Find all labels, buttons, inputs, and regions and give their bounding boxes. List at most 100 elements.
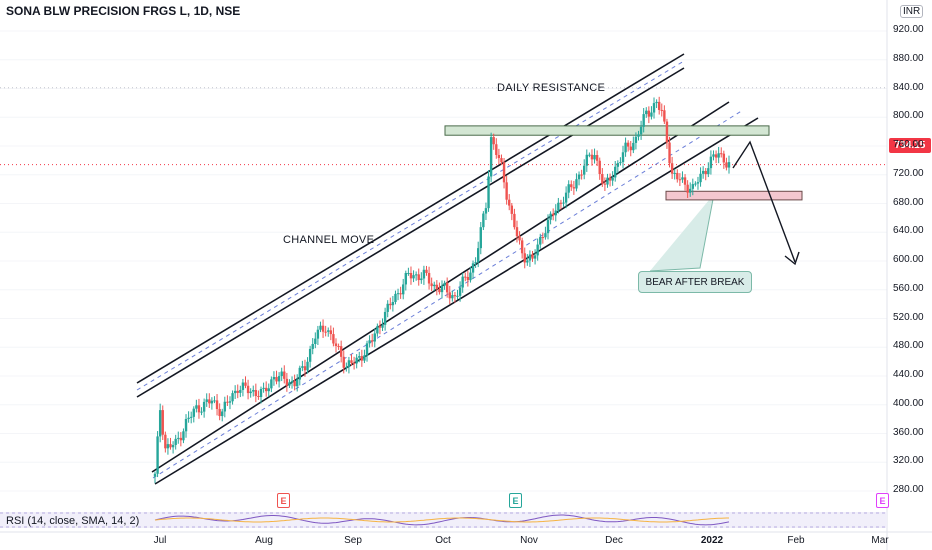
candle-body (404, 272, 408, 285)
candle-body (215, 400, 219, 410)
candle-body (241, 382, 245, 390)
candle-body (363, 355, 366, 361)
candle-body (580, 174, 583, 176)
candle-body (453, 295, 457, 297)
candle-body (427, 272, 431, 284)
candle-body (583, 165, 586, 175)
candle-body (619, 162, 622, 164)
channel-lower-bottom (154, 117, 759, 485)
y-tick-label: 680.00 (893, 196, 924, 208)
candle-body (518, 236, 521, 241)
candle-body (231, 393, 234, 402)
candle-body (637, 134, 640, 137)
candle-body (391, 301, 395, 306)
x-tick-label: Nov (520, 535, 538, 546)
candle-body (546, 219, 550, 234)
candle-body (657, 101, 661, 110)
candle-body (213, 400, 216, 402)
candle-body (365, 343, 369, 356)
candle-body (611, 177, 614, 181)
candle-body (301, 366, 304, 368)
candle-body (422, 269, 426, 279)
candle-body (184, 418, 188, 432)
candle-body (192, 408, 195, 417)
earnings-badge-aug[interactable]: E (277, 493, 290, 508)
candle-body (252, 390, 255, 392)
candle-body (443, 282, 446, 286)
candle-body (601, 174, 604, 184)
candle-body (161, 410, 164, 435)
candle-body (533, 255, 537, 259)
y-tick-label: 720.00 (893, 167, 924, 179)
candle-body (683, 177, 687, 185)
chart-title: SONA BLW PRECISION FRGS L, 1D, NSE (6, 4, 241, 18)
candle-body (585, 154, 588, 166)
candle-body (275, 376, 278, 382)
candle-body (445, 282, 449, 293)
candle-body (236, 390, 239, 393)
currency-badge[interactable]: INR (900, 5, 924, 18)
candle-body (254, 390, 258, 397)
candle-body (383, 311, 387, 325)
candle-body (200, 411, 203, 413)
candle-body (342, 356, 345, 368)
candle-body (691, 184, 695, 189)
candle-body (624, 142, 627, 153)
candle-body (347, 360, 351, 367)
y-tick-label: 600.00 (893, 254, 924, 265)
candle-body (303, 366, 307, 371)
candle-body (577, 174, 581, 180)
candle-body (417, 274, 420, 281)
candle-body (329, 330, 333, 335)
channel-lower-top (151, 101, 730, 473)
candle-body (603, 183, 607, 185)
candle-body (435, 284, 439, 290)
candle-body (544, 233, 547, 238)
candle-body (169, 444, 172, 448)
candle-body (239, 389, 242, 393)
candle-body (223, 401, 227, 412)
candle-body (614, 166, 617, 178)
candle-body (352, 362, 356, 364)
candle-body (502, 162, 506, 183)
candle-body (425, 269, 428, 273)
candle-body (590, 154, 594, 160)
candle-body (461, 276, 464, 288)
candle-body (381, 324, 384, 328)
candle-body (386, 303, 389, 312)
candle-body (249, 391, 252, 394)
candle-body (528, 254, 532, 261)
earnings-badge-upcoming[interactable]: E (876, 493, 889, 508)
candle-body (541, 237, 545, 239)
candle-body (316, 329, 320, 339)
candle-body (350, 360, 353, 363)
candle-body (218, 409, 221, 417)
candle-body (704, 170, 707, 175)
candle-body (208, 399, 211, 404)
candle-body (626, 142, 630, 147)
support-zone (665, 190, 803, 201)
candle-body (210, 400, 214, 404)
candle-body (226, 401, 229, 403)
earnings-badge-nov[interactable]: E (509, 493, 522, 508)
channel-upper-mid (136, 60, 685, 391)
candle-body (479, 227, 482, 249)
candle-body (164, 434, 167, 449)
candle-body (722, 153, 726, 163)
candle-body (725, 162, 728, 168)
candle-body (355, 357, 358, 364)
rsi-label: RSI (14, close, SMA, 14, 2) (6, 515, 140, 527)
candle-body (158, 410, 162, 437)
channel-upper-bottom (136, 67, 685, 398)
candle-body (652, 103, 656, 113)
candle-body (438, 289, 441, 293)
candle-body (166, 444, 170, 449)
candle-body (257, 396, 260, 398)
candle-body (469, 272, 472, 281)
x-tick-label: Oct (435, 535, 451, 546)
candle-body (471, 263, 475, 273)
candle-body (487, 176, 490, 209)
candle-body (696, 182, 700, 184)
channel-upper-top (136, 53, 685, 384)
daily-resistance-label: DAILY RESISTANCE (497, 82, 606, 94)
